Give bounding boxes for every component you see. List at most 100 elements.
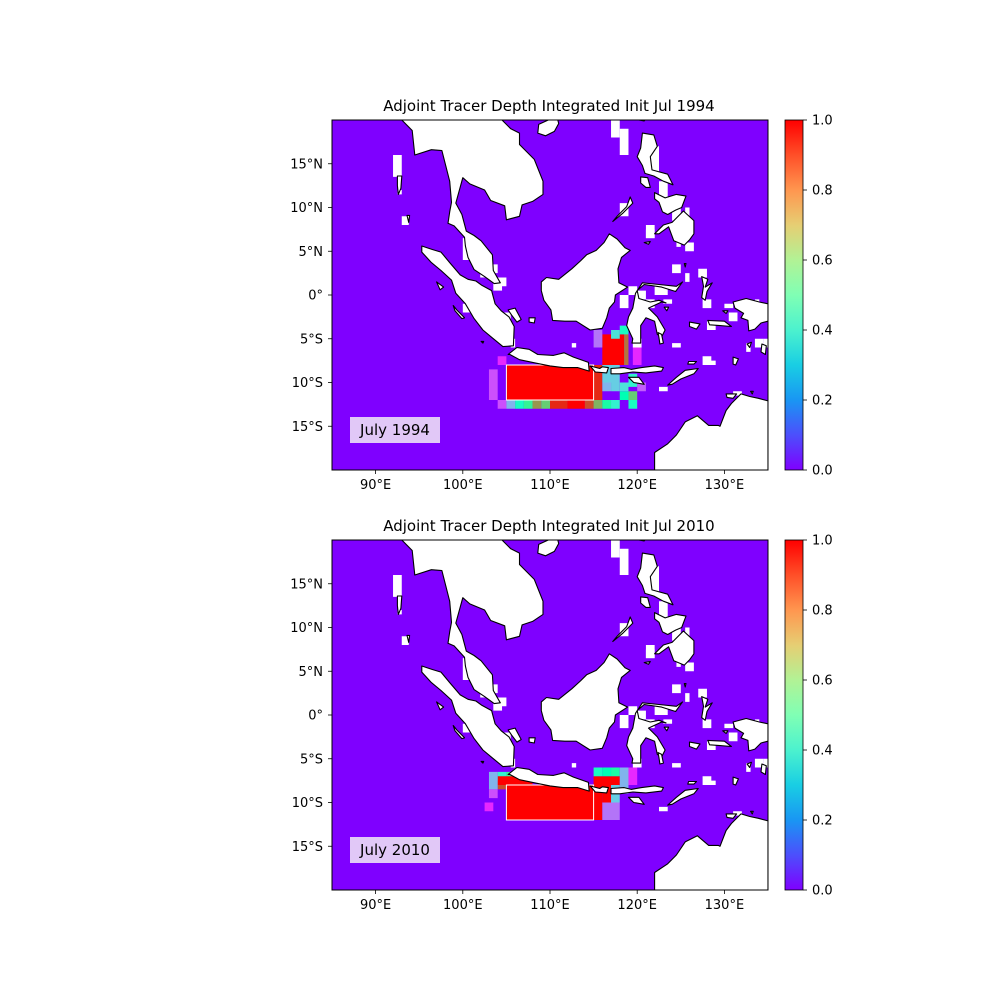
lon-tick-label: 100°E bbox=[443, 478, 483, 493]
panel-label-text: July 2010 bbox=[359, 841, 430, 859]
land-mask-cell bbox=[659, 806, 668, 812]
land-mask-cell bbox=[733, 811, 742, 816]
tracer-cell bbox=[484, 802, 494, 812]
map-panel-1: Adjoint Tracer Depth Integrated Init Jul… bbox=[290, 97, 832, 493]
land-mask-cell bbox=[401, 216, 409, 225]
land-mask-cell bbox=[462, 303, 472, 313]
land-mask-cell bbox=[733, 391, 742, 396]
tracer-cell bbox=[593, 785, 603, 820]
lon-axis: 90°E 100°E 110°E 120°E 130°E bbox=[360, 890, 744, 913]
tracer-cell bbox=[506, 365, 594, 400]
landmass-halmahera bbox=[701, 276, 713, 301]
land-mask-cell bbox=[571, 343, 577, 348]
landmass-seram bbox=[707, 739, 732, 748]
landmass-sulu bbox=[643, 661, 651, 665]
land-mask-cell bbox=[706, 780, 716, 785]
landmass-sulawesi bbox=[626, 281, 684, 344]
land-mask-cell bbox=[763, 758, 768, 768]
land-mask-cell bbox=[706, 360, 716, 365]
tracer-cell bbox=[497, 400, 507, 409]
tracer-cell bbox=[515, 400, 524, 409]
tracer-cell bbox=[532, 400, 542, 409]
lat-tick-label: 0° bbox=[308, 289, 323, 304]
tracer-cell bbox=[497, 356, 507, 365]
land-mask-cell bbox=[754, 338, 764, 348]
landmass-sumbawa-flores bbox=[610, 785, 664, 795]
lat-tick-label: 15°N bbox=[290, 577, 323, 592]
map-area bbox=[332, 120, 768, 470]
tracer-cell bbox=[611, 382, 620, 392]
landmass-sumba bbox=[627, 376, 645, 385]
land-mask-cell bbox=[728, 312, 738, 322]
landmass-indochina bbox=[332, 540, 544, 705]
panel-label: July 1994 bbox=[350, 417, 440, 443]
tracer-cell bbox=[488, 789, 498, 799]
tracer-cell bbox=[541, 400, 550, 409]
tracer-cell bbox=[628, 400, 638, 409]
lon-tick-label: 120°E bbox=[617, 478, 657, 493]
landmass-bangka bbox=[507, 307, 522, 323]
landmass-nias bbox=[436, 281, 445, 291]
land-mask-cell bbox=[659, 181, 668, 199]
land-mask-cell bbox=[611, 540, 620, 558]
colorbar: 0.0 0.2 0.4 0.6 0.8 1.0 bbox=[784, 534, 833, 899]
land-mask-cell bbox=[619, 548, 629, 575]
tracer-cell bbox=[506, 400, 516, 409]
landmass-andaman bbox=[396, 595, 403, 615]
lat-tick-label: 5°N bbox=[299, 245, 324, 260]
tracer-cell bbox=[602, 400, 612, 409]
land-mask-cell bbox=[637, 710, 646, 720]
land-mask-cell bbox=[650, 146, 659, 173]
land-mask-cell bbox=[637, 290, 646, 300]
landmass-hainan bbox=[537, 540, 560, 557]
lat-tick-label: 15°S bbox=[292, 420, 323, 435]
map-area bbox=[332, 540, 768, 890]
land-mask-cell bbox=[746, 343, 751, 352]
tracer-cell bbox=[550, 400, 568, 409]
landmass-melville bbox=[725, 393, 738, 399]
tracer-cell bbox=[628, 391, 638, 400]
lat-tick-label: 15°S bbox=[292, 840, 323, 855]
land-mask-cell bbox=[619, 715, 629, 729]
landmass-java bbox=[507, 346, 590, 372]
panel-label-box bbox=[350, 417, 440, 443]
land-mask-cell bbox=[702, 776, 712, 785]
tracer-cell bbox=[602, 382, 612, 392]
land-mask-cell bbox=[698, 688, 707, 698]
landmass-sumatra bbox=[421, 665, 515, 768]
colorbar-tick-label: 0.2 bbox=[812, 814, 833, 829]
tracer-cell bbox=[523, 400, 533, 409]
colorbar-tick-label: 0.8 bbox=[812, 604, 833, 619]
landmass-borneo bbox=[540, 653, 631, 751]
landmass-kai bbox=[746, 761, 752, 769]
landmass-new-guinea bbox=[732, 297, 768, 332]
landmass-buru bbox=[688, 321, 701, 330]
tracer-cell bbox=[628, 767, 638, 785]
land-mask-cell bbox=[672, 763, 681, 768]
lon-tick-label: 120°E bbox=[617, 898, 657, 913]
colorbar-tick-label: 1.0 bbox=[812, 114, 833, 129]
landmass-muna-buton bbox=[657, 752, 664, 765]
land-mask-cell bbox=[571, 763, 577, 768]
lat-tick-label: 15°N bbox=[290, 157, 323, 172]
landmass-lesser-isl-1 bbox=[750, 810, 754, 815]
land-mask-cell bbox=[702, 299, 712, 309]
landmass-belitung bbox=[528, 317, 536, 324]
landmass-tanimbar bbox=[732, 776, 739, 786]
land-mask-cell bbox=[685, 242, 694, 252]
land-mask-cell bbox=[654, 286, 668, 295]
landmass-wetar bbox=[687, 360, 698, 365]
land-mask-cell bbox=[628, 706, 638, 715]
tracer-cell bbox=[619, 391, 629, 400]
landmass-sumatra bbox=[421, 245, 515, 348]
landmass-misool bbox=[722, 310, 729, 314]
land-mask-cell bbox=[672, 684, 681, 694]
landmass-banggai bbox=[663, 306, 670, 312]
tracer-cell bbox=[602, 767, 612, 777]
landmass-misool bbox=[722, 730, 729, 734]
tracer-cell bbox=[602, 334, 625, 365]
panel-title: Adjoint Tracer Depth Integrated Init Jul… bbox=[383, 517, 714, 535]
landmass-seram bbox=[707, 319, 732, 328]
land-mask-cell bbox=[702, 356, 712, 365]
landmass-mindanao bbox=[654, 210, 695, 246]
